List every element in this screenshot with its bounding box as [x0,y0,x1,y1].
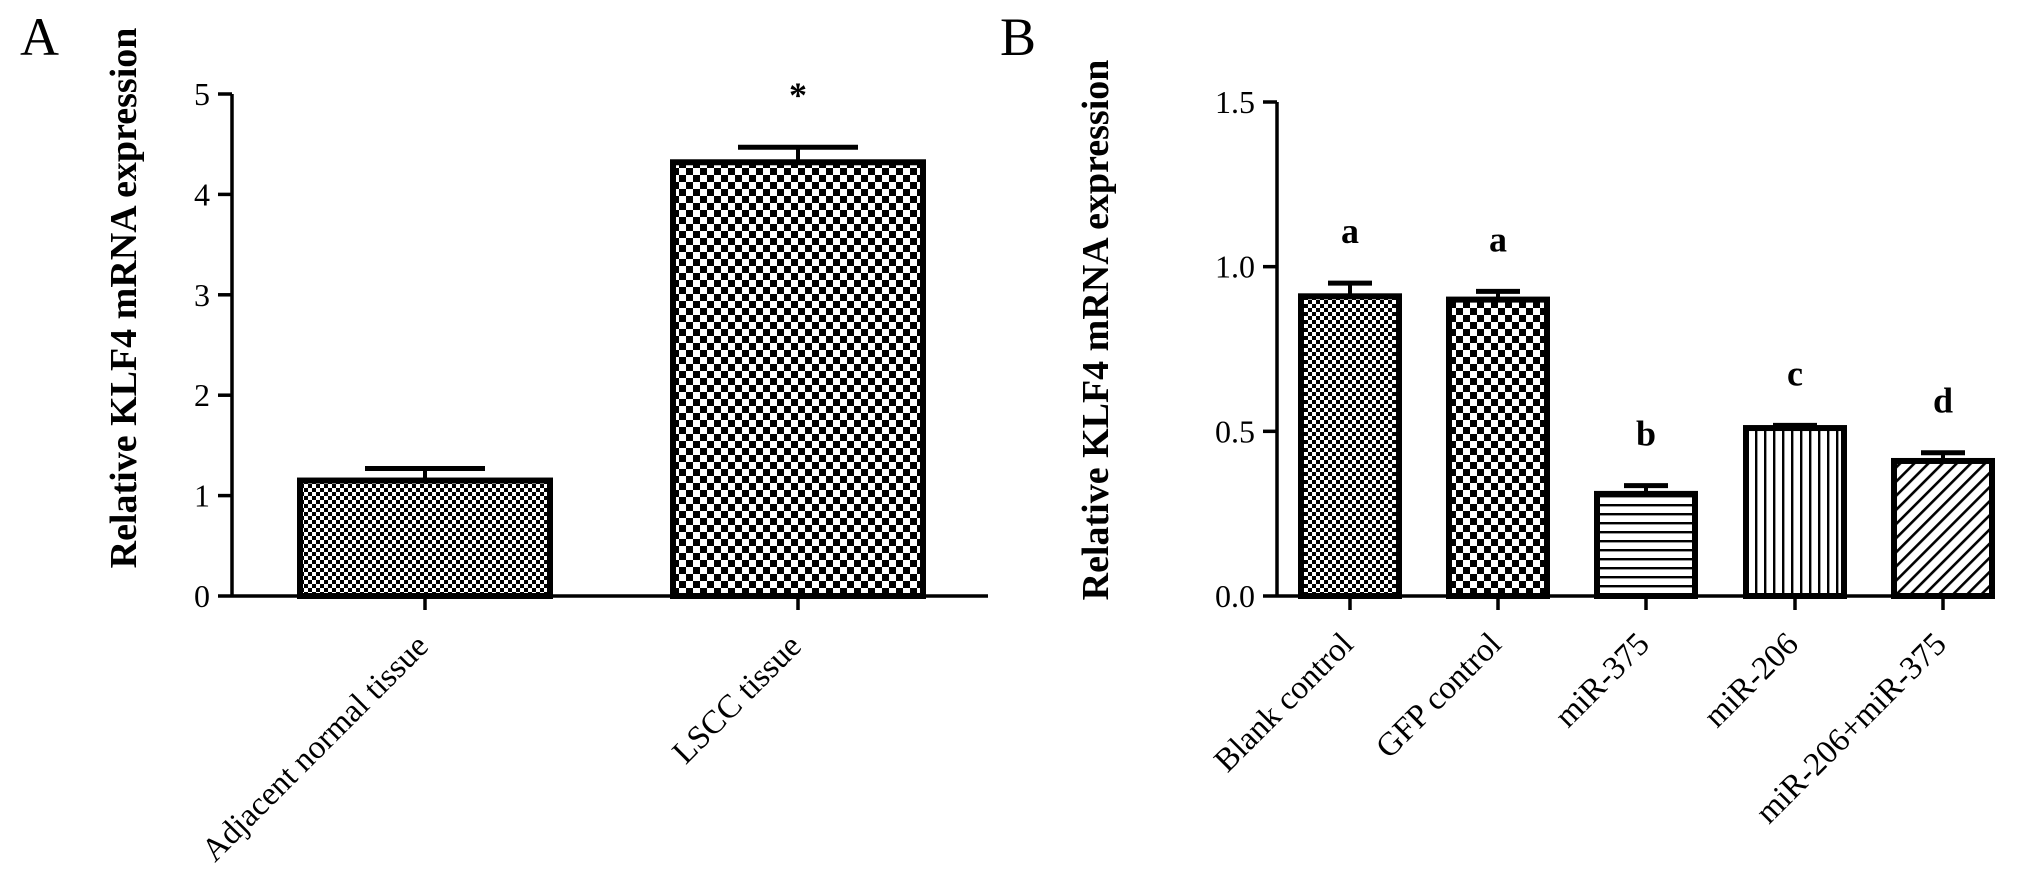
panel-a: A Relative KLF4 mRNA expression 0 1 2 3 4 5 *… [20,7,988,869]
category-labels-b: Blank control GFP control miR-375 miR-206mi… [1208,596,1954,831]
y-tick-label: 1.5 [1215,84,1255,120]
y-axis-label-a: Relative KLF4 mRNA expression [103,28,145,569]
y-ticks-a: 0 1 2 3 4 5 [194,76,232,614]
significance-label: * [789,75,807,115]
panel-label-b: B [1000,7,1036,67]
y-tick-label: 0 [194,578,210,614]
bar [1743,425,1847,600]
bars-b: a a b c d [1298,211,1995,600]
y-axis-label-b: Relative KLF4 mRNA expression [1075,60,1117,601]
bar [1298,293,1402,599]
y-ticks-b: 0.0 0.5 1.0 1.5 [1215,84,1277,614]
x-category-label: GFP control [1369,626,1508,765]
x-category-label: miR-375 [1548,626,1656,734]
x-category-label: Adjacent normal tissue [195,628,436,869]
y-tick-label: 0.5 [1215,413,1255,449]
x-category-label: LSCC tissue [666,628,809,771]
significance-label: d [1933,381,1953,421]
x-category-label: miR-206 [1697,626,1805,734]
y-tick-label: 0.0 [1215,578,1255,614]
y-tick-label: 1 [194,478,210,514]
bar [1891,457,1995,599]
panel-b: B Relative KLF4 mRNA expression 0.0 0.5 1.… [1000,7,1995,831]
x-category-label: Blank control [1208,626,1361,779]
significance-label: a [1489,219,1507,259]
y-tick-label: 2 [194,377,210,413]
category-labels-a: Adjacent normal tissue LSCC tissue [195,596,809,869]
bar [1446,296,1550,599]
y-tick-label: 5 [194,76,210,112]
panel-label-a: A [20,7,59,67]
bar [297,477,553,600]
significance-label: a [1341,211,1359,251]
bar [1594,490,1698,600]
y-tick-label: 1.0 [1215,249,1255,285]
significance-label: c [1787,353,1803,393]
y-tick-label: 3 [194,277,210,313]
significance-label: b [1636,414,1656,454]
bars-a: * [297,75,926,600]
bar [670,159,926,599]
y-tick-label: 4 [194,176,210,212]
